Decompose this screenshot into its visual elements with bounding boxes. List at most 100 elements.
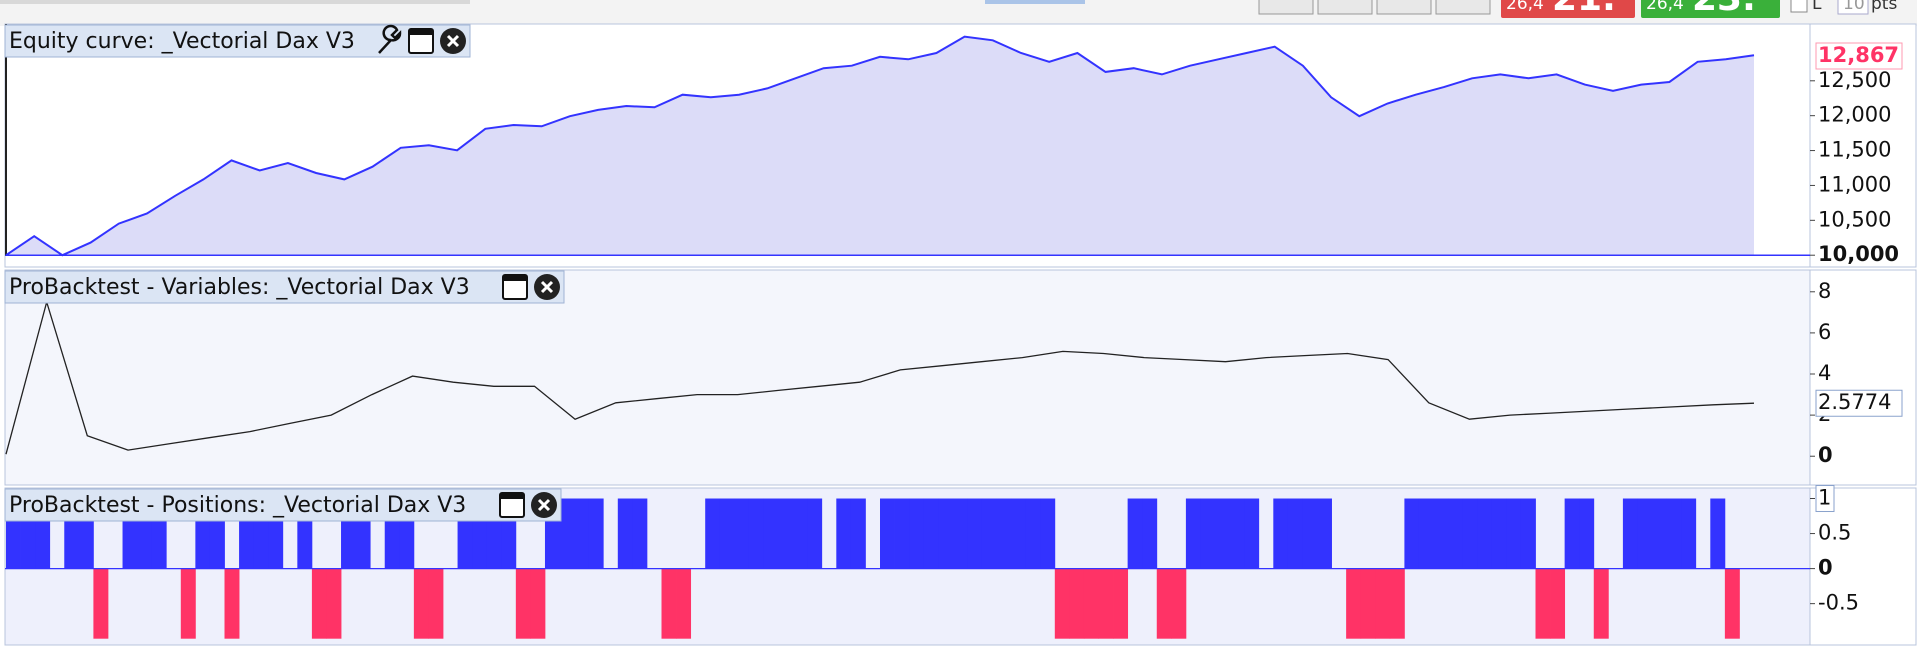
y-tick-label: 12,500 (1818, 68, 1891, 92)
position-bar (1550, 568, 1566, 639)
position-bar (1229, 498, 1245, 569)
position-bar (1477, 498, 1493, 569)
position-bar (1040, 498, 1056, 569)
position-bar (93, 568, 109, 639)
window-button[interactable] (499, 492, 525, 518)
position-bar (763, 498, 779, 569)
checkbox[interactable] (1790, 0, 1808, 13)
position-bar (1724, 568, 1740, 639)
position-bar (1637, 498, 1653, 569)
panel-title: ProBacktest - Variables: _Vectorial Dax … (9, 275, 470, 300)
close-button[interactable] (531, 492, 557, 518)
equity-line (5, 35, 1755, 257)
last-value-box (1815, 42, 1903, 70)
panel-background (4, 269, 1811, 486)
position-bar (676, 568, 692, 639)
position-bar (1287, 498, 1303, 569)
toolbar-button[interactable] (1376, 0, 1432, 15)
position-bar (778, 498, 793, 569)
position-bar (1011, 498, 1027, 569)
position-bar (311, 568, 327, 639)
position-bar (1244, 498, 1260, 569)
position-bar (909, 498, 925, 569)
sell-button[interactable] (1501, 0, 1635, 18)
y-tick-label: 10,500 (1818, 207, 1891, 231)
position-bar (1302, 498, 1318, 569)
position-bar (705, 498, 721, 569)
close-icon (446, 34, 460, 48)
position-bar (734, 498, 750, 569)
y-tick-label: 4 (1818, 361, 1831, 385)
y-tick-label: 0 (1818, 443, 1833, 467)
toolbar-button[interactable] (1317, 0, 1373, 15)
position-bar (1346, 568, 1362, 639)
position-bar (1448, 498, 1464, 569)
y-tick-label: 0.5 (1818, 521, 1851, 545)
wrench-icon (378, 24, 402, 54)
position-bar (1083, 568, 1099, 639)
position-bar (1317, 498, 1332, 569)
window-icon (409, 29, 433, 35)
position-bar (1535, 568, 1551, 639)
last-value-label: 1 (1818, 486, 1831, 510)
position-bar (559, 498, 575, 569)
close-icon (540, 280, 554, 294)
equity-area (6, 36, 1754, 256)
position-bar (1491, 498, 1507, 569)
settings-button[interactable] (378, 24, 402, 54)
position-bar (807, 498, 823, 569)
position-bar (748, 498, 764, 569)
position-bar (1360, 568, 1376, 639)
position-bar (1171, 568, 1187, 639)
position-bar (588, 498, 604, 569)
window-icon (503, 275, 527, 281)
close-icon (537, 498, 551, 512)
y-tick-label: 10,000 (1818, 242, 1899, 266)
buy-price-prefix: 26,4 (1646, 0, 1684, 14)
position-bar (632, 498, 648, 569)
position-bar (1681, 498, 1697, 569)
position-bar (1433, 498, 1449, 569)
last-value-label: 12,867 (1818, 43, 1899, 67)
position-bar (1069, 568, 1085, 639)
position-bar (1652, 498, 1667, 569)
y-tick-label: 11,000 (1818, 172, 1891, 196)
sell-price-prefix: 26,4 (1506, 0, 1544, 14)
panel-title-box (4, 488, 562, 522)
position-bar (1593, 568, 1609, 639)
y-tick-label: -0.5 (1818, 591, 1859, 615)
size-unit: pts (1871, 0, 1897, 14)
toolbar-button[interactable] (1258, 0, 1314, 15)
y-tick-label: 0 (1818, 556, 1833, 580)
size-input[interactable] (1837, 0, 1869, 15)
close-button[interactable] (440, 28, 466, 54)
position-bar (792, 498, 808, 569)
position-bar (1142, 498, 1158, 569)
y-tick-label: 11,500 (1818, 138, 1891, 162)
position-bar (719, 498, 735, 569)
position-bar (1710, 498, 1726, 569)
position-bar (880, 498, 895, 569)
position-bar (1156, 568, 1172, 639)
position-bar (981, 498, 997, 569)
panel-title-box (4, 270, 565, 304)
position-bar (574, 498, 590, 569)
tab-edge (0, 0, 470, 4)
position-bar (1462, 498, 1478, 569)
window-button[interactable] (408, 28, 434, 54)
toolbar-button[interactable] (1435, 0, 1491, 15)
buy-button[interactable] (1641, 0, 1780, 18)
position-bar (326, 568, 342, 639)
position-bar (836, 498, 852, 569)
window-button[interactable] (502, 274, 528, 300)
position-bar (428, 568, 444, 639)
position-bar (1273, 498, 1289, 569)
last-value-label: 2.5774 (1818, 390, 1891, 414)
position-bar (224, 568, 240, 639)
panel-title: Equity curve: _Vectorial Dax V3 (9, 29, 355, 54)
close-button[interactable] (534, 274, 560, 300)
position-bar (413, 568, 429, 639)
position-bar (1215, 498, 1230, 569)
